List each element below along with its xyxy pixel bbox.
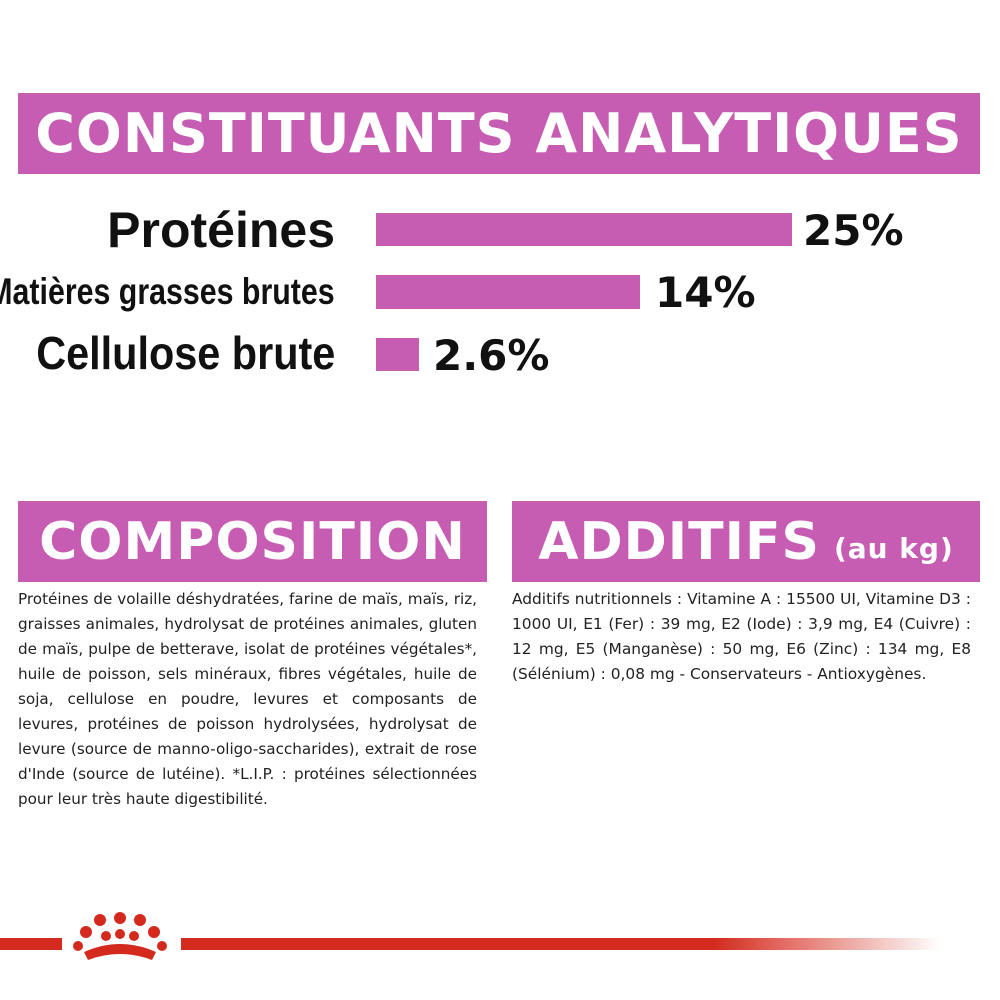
composition-title: COMPOSITION — [39, 511, 466, 572]
bar-matieres-grasses — [376, 275, 640, 309]
value-matieres-grasses: 14% — [655, 268, 756, 317]
analytics-title: CONSTITUANTS ANALYTIQUES — [35, 102, 963, 165]
bar-proteines — [376, 213, 792, 246]
value-proteines: 25% — [803, 206, 904, 255]
row-label-proteines: Protéines — [107, 202, 335, 258]
bar-cellulose — [376, 338, 419, 371]
additifs-banner: ADDITIFS (au kg) — [512, 501, 980, 582]
additifs-text: Additifs nutritionnels : Vitamine A : 15… — [512, 590, 971, 683]
footer-line-right — [181, 938, 941, 950]
analytics-banner: CONSTITUANTS ANALYTIQUES — [18, 93, 980, 174]
composition-banner: COMPOSITION — [18, 501, 487, 582]
footer-line-left — [0, 938, 62, 950]
row-label-cellulose: Cellulose brute — [35, 327, 335, 379]
row-label-matieres-grasses: Matières grasses brutes — [0, 271, 335, 312]
value-cellulose: 2.6% — [433, 331, 550, 380]
crown-icon — [73, 912, 167, 960]
additifs-title: ADDITIFS — [538, 511, 820, 572]
additifs-subtitle: (au kg) — [833, 532, 954, 565]
composition-text: Protéines de volaille déshydratées, fari… — [18, 590, 477, 808]
